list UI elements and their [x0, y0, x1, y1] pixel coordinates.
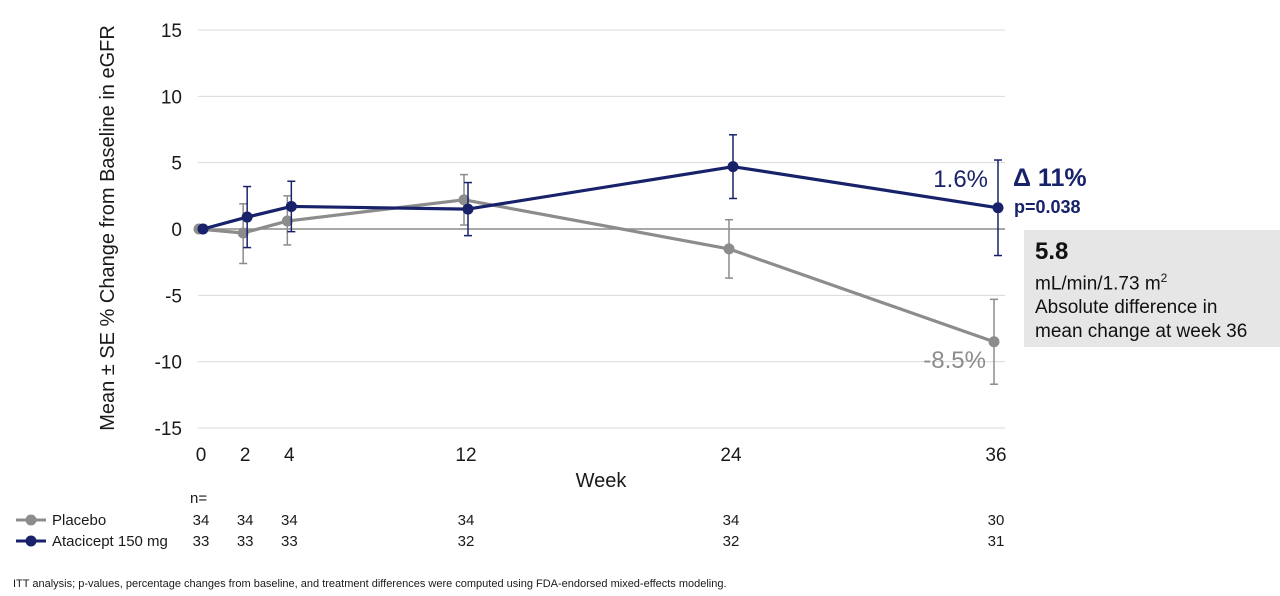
y-tick-label: 0: [171, 220, 182, 241]
series-group: [193, 134, 1004, 385]
x-axis-title: Week: [576, 470, 628, 492]
y-tick-label: 5: [171, 154, 182, 175]
difference-value: 5.8: [1035, 238, 1069, 265]
series-line: [198, 198, 995, 344]
x-tick-label: 0: [196, 445, 207, 466]
n-count: 32: [723, 533, 740, 550]
n-count: 34: [723, 512, 740, 529]
data-point: [988, 336, 1000, 348]
legend-label: Atacicept 150 mg: [52, 533, 168, 550]
delta-label: Δ 11%: [1013, 164, 1087, 192]
difference-caption-2: mean change at week 36: [1035, 321, 1248, 343]
n-counts: 34 34 34 34 34 30 33 33 33 32 32 31: [193, 512, 1005, 550]
gridlines: [198, 29, 1005, 429]
placebo-end-label: -8.5%: [923, 347, 986, 374]
data-point: [285, 200, 297, 212]
y-tick-label: -5: [165, 286, 182, 307]
absolute-difference-box: 5.8 mL/min/1.73 m2 Absolute difference i…: [1024, 230, 1280, 347]
data-point: [723, 243, 735, 255]
legend-label: Placebo: [52, 512, 106, 529]
n-count: 33: [281, 533, 298, 550]
data-point: [462, 203, 474, 215]
atacicept-end-label: 1.6%: [933, 166, 988, 193]
x-tick-labels: 0 2 4 12 24 36: [196, 445, 1007, 466]
y-axis-title: Mean ± SE % Change from Baseline in eGFR: [97, 25, 119, 431]
data-point: [197, 223, 209, 235]
n-count: 34: [458, 512, 475, 529]
x-tick-label: 36: [985, 445, 1006, 466]
difference-unit: mL/min/1.73 m2: [1035, 266, 1280, 296]
n-count: 32: [458, 533, 475, 550]
y-tick-label: -15: [155, 419, 182, 440]
data-point: [241, 211, 253, 223]
n-count: 34: [193, 512, 210, 529]
series-placebo: [193, 173, 1000, 385]
data-point: [458, 194, 470, 206]
p-value-label: p=0.038: [1014, 197, 1081, 217]
legend-marker: [25, 514, 37, 526]
data-point: [281, 215, 293, 227]
footnote: ITT analysis; p-values, percentage chang…: [13, 578, 727, 590]
data-point: [727, 161, 739, 173]
series-atacicept-150-mg: [197, 134, 1004, 257]
data-point: [992, 202, 1004, 214]
n-count: 31: [988, 533, 1005, 550]
y-tick-labels: 15 10 5 0 -5 -10 -15: [155, 21, 182, 440]
x-tick-label: 24: [720, 445, 742, 466]
n-count: 33: [193, 533, 210, 550]
n-count: 34: [281, 512, 298, 529]
n-count: 30: [988, 512, 1005, 529]
unit-superscript: 2: [1160, 271, 1168, 285]
x-tick-label: 12: [455, 445, 476, 466]
legend: Placebo Atacicept 150 mg: [16, 512, 168, 550]
y-tick-label: 10: [161, 87, 182, 108]
n-count: 33: [237, 533, 254, 550]
data-point: [237, 227, 249, 239]
x-tick-label: 4: [284, 445, 295, 466]
y-tick-label: -10: [155, 353, 182, 374]
n-header: n=: [190, 490, 207, 507]
series-line: [202, 165, 999, 231]
legend-marker: [25, 535, 37, 547]
x-tick-label: 2: [240, 445, 251, 466]
difference-caption-1: Absolute difference in: [1035, 297, 1218, 319]
n-count: 34: [237, 512, 254, 529]
y-tick-label: 15: [161, 21, 182, 42]
unit-text: mL/min/1.73 m: [1035, 273, 1161, 295]
